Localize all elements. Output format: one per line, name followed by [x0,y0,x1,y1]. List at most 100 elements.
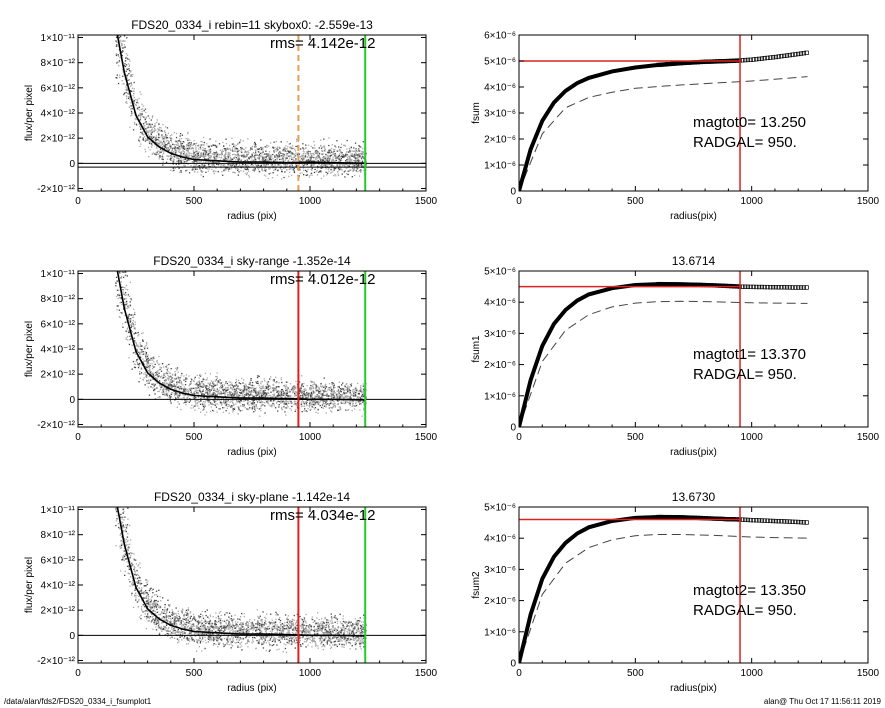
y-tick-label: 4×10⁻¹² [41,109,76,120]
y-tick-label: 0 [69,159,75,170]
x-tick-label: 0 [516,196,522,207]
x-axis-label: radius (pix) [227,683,276,694]
y-tick-label: 2×10⁻¹² [41,606,76,617]
x-tick-label: 500 [627,196,644,207]
x-axis-label: radius(pix) [670,211,717,222]
chart-title: 13.6714 [672,254,716,268]
magnitude-annotation-1: magtot1= 13.370 [693,346,806,363]
dashed-curve [519,76,808,191]
magnitude-annotation-2: RADGAL= 950. [693,602,797,619]
x-tick-label: 500 [627,432,644,443]
y-tick-label: 5×10⁻⁶ [484,267,516,278]
rms-annotation: rms= 4.012e-12 [270,271,375,288]
x-tick-label: 1000 [299,196,322,207]
chart-panel-2: magtot0= 13.250 RADGAL= 950. 0 500 1000 1500 6… [471,31,880,223]
y-tick-label: 4×10⁻¹² [41,345,76,356]
y-axis-label: flux/per pixel [24,321,35,377]
y-tick-label: -2×10⁻¹² [37,184,75,195]
rms-annotation: rms= 4.142e-12 [270,35,375,52]
y-tick-label: 3×10⁻⁶ [484,329,516,340]
x-tick-label: 1500 [415,196,438,207]
chart-panel-4: 13.6714 magtot1= 13.370 RADGAL= 950. 0 500 10… [471,254,880,458]
y-tick-label: 1×10⁻⁶ [484,161,516,172]
y-tick-label: 6×10⁻¹² [41,555,76,566]
y-axis-label: flux/per pixel [24,85,35,141]
y-tick-label: 2×10⁻⁶ [484,135,516,146]
y-tick-label: 1×10⁻⁶ [484,391,516,402]
footer-timestamp: alan@ Thu Oct 17 11:56:11 2019 [763,697,881,706]
y-tick-label: 4×10⁻⁶ [484,534,516,545]
profile-line [116,35,366,165]
profile-line [116,507,366,637]
x-tick-label: 500 [186,196,203,207]
y-tick-label: 5×10⁻⁶ [484,57,516,68]
profile-line [116,271,366,401]
plot-area [519,271,809,427]
x-tick-label: 0 [75,668,81,679]
y-tick-label: 5×10⁻⁶ [484,503,516,514]
magnitude-annotation-1: magtot2= 13.350 [693,582,806,599]
y-tick-label: 6×10⁻¹² [41,83,76,94]
y-axis-label: fsum [471,102,482,124]
x-tick-label: 500 [186,432,203,443]
y-tick-label: 4×10⁻⁶ [484,298,516,309]
y-tick-label: 0 [510,423,516,434]
y-tick-label: 0 [510,659,516,670]
chart-panel-3: FDS20_0334_i sky-range -1.352e-14 rms= 4.… [24,254,438,458]
y-tick-label: 1×10⁻¹¹ [41,33,76,44]
dashed-curve [519,534,808,663]
x-tick-label: 1500 [415,668,438,679]
y-tick-label: 8×10⁻¹² [41,58,76,69]
chart-panel-1: FDS20_0334_i rebin=11 skybox0: -2.559e-1… [24,18,438,222]
y-tick-label: 0 [69,395,75,406]
y-tick-label: -2×10⁻¹² [37,420,75,431]
x-axis-label: radius(pix) [670,447,717,458]
chart-title: FDS20_0334_i sky-range -1.352e-14 [153,254,351,268]
x-axis-label: radius (pix) [227,447,276,458]
y-tick-label: 1×10⁻¹¹ [41,269,76,280]
chart-title: FDS20_0334_i sky-plane -1.142e-14 [154,490,350,504]
plot-frame [518,270,869,428]
y-tick-label: 3×10⁻⁶ [484,109,516,120]
scatter-points [115,507,367,654]
x-tick-label: 500 [186,668,203,679]
chart-title: 13.6730 [672,490,716,504]
plot-area [519,507,809,663]
y-tick-label: 4×10⁻⁶ [484,83,516,94]
x-tick-label: 0 [516,668,522,679]
x-tick-label: 500 [627,668,644,679]
chart-title: FDS20_0334_i rebin=11 skybox0: -2.559e-1… [131,18,373,32]
plot-area [78,35,426,191]
magnitude-annotation-2: RADGAL= 950. [693,366,797,383]
fsum-markers [656,50,809,68]
x-tick-label: 0 [75,196,81,207]
dashed-curve [519,300,808,427]
plot-frame [518,506,869,664]
rms-annotation: rms= 4.034e-12 [270,507,375,524]
x-tick-label: 1000 [741,432,764,443]
x-tick-label: 0 [75,432,81,443]
y-tick-label: 2×10⁻⁶ [484,596,516,607]
x-tick-label: 0 [516,432,522,443]
chart-panel-5: FDS20_0334_i sky-plane -1.142e-14 rms= 4.… [24,490,438,694]
y-tick-label: 0 [69,631,75,642]
plot-frame [518,34,869,192]
x-tick-label: 1500 [415,432,438,443]
y-tick-label: 6×10⁻⁶ [484,31,516,42]
chart-panel-6: 13.6730 magtot2= 13.350 RADGAL= 950. 0 500 10… [471,490,880,694]
x-tick-label: 1500 [857,668,880,679]
y-tick-label: 2×10⁻¹² [41,134,76,145]
y-axis-label: fsum1 [471,335,482,363]
y-tick-label: 1×10⁻¹¹ [41,505,76,516]
plot-area [78,271,426,427]
magnitude-annotation-2: RADGAL= 950. [693,134,797,151]
x-tick-label: 1000 [299,432,322,443]
y-axis-label: flux/per pixel [24,557,35,613]
plot-area [78,507,426,663]
x-tick-label: 1000 [741,196,764,207]
y-axis-label: fsum2 [471,571,482,599]
y-tick-label: 8×10⁻¹² [41,530,76,541]
y-tick-label: -2×10⁻¹² [37,656,75,667]
y-tick-label: 6×10⁻¹² [41,319,76,330]
